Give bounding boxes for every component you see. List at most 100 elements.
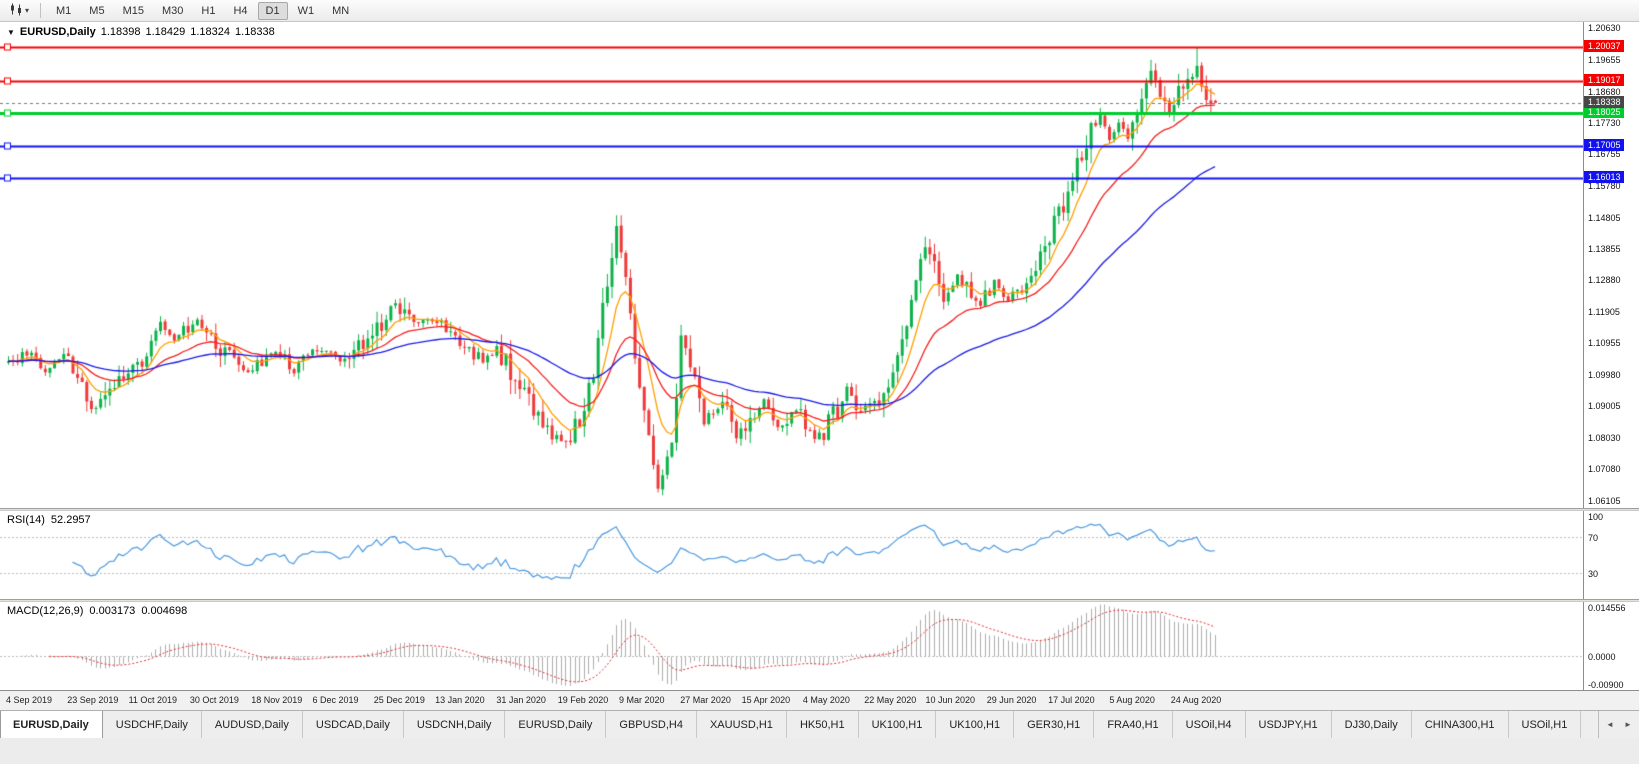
price-axis-label: 1.10955: [1588, 337, 1621, 348]
timeframe-button-d1[interactable]: D1: [257, 1, 288, 20]
price-axis-label: 1.07080: [1588, 463, 1621, 474]
rsi-axis-label: 70: [1588, 533, 1599, 544]
chart-tab-china300-h1[interactable]: CHINA300,H1: [1411, 711, 1509, 738]
chart-tab-usdjpy-h1[interactable]: USDJPY,H1: [1245, 711, 1332, 738]
price-axis-label: 1.06105: [1588, 495, 1621, 506]
date-label: 18 Nov 2019: [251, 695, 303, 705]
tabs-scroll-left-button[interactable]: ◄: [1606, 720, 1614, 729]
date-label: 25 Dec 2019: [373, 695, 425, 705]
date-label: 22 May 2020: [864, 695, 917, 705]
caret-down-icon: ▾: [25, 6, 30, 15]
date-label: 23 Sep 2019: [67, 695, 119, 705]
chart-title: ▼ EURUSD,Daily 1.18398 1.18429 1.18324 1…: [7, 26, 275, 38]
macd-indicator-name: MACD(12,26,9): [7, 605, 84, 617]
ohlc-open-value: 1.18398: [100, 26, 141, 38]
date-label: 27 Mar 2020: [680, 695, 731, 705]
rsi-canvas[interactable]: [0, 511, 1583, 599]
price-axis-label: 1.09005: [1588, 401, 1621, 412]
chart-tab-ger30-h1[interactable]: GER30,H1: [1014, 711, 1095, 738]
date-label: 11 Oct 2019: [128, 695, 177, 705]
chart-tab-audusd-daily[interactable]: AUDUSD,Daily: [201, 711, 303, 738]
panel-splitter[interactable]: [0, 508, 1639, 511]
panel-splitter[interactable]: [0, 599, 1639, 602]
macd-canvas[interactable]: [0, 602, 1583, 690]
main-chart-panel: ▼ EURUSD,Daily 1.18398 1.18429 1.18324 1…: [0, 22, 1583, 508]
date-label: 13 Jan 2020: [435, 695, 485, 705]
date-label: 15 Apr 2020: [741, 695, 791, 705]
chart-tab-uk100-h1[interactable]: UK100,H1: [858, 711, 937, 738]
chart-tab-usoil-h1[interactable]: USOil,H1: [1508, 711, 1582, 738]
timeframe-button-h4[interactable]: H4: [233, 4, 248, 17]
price-axis-label: 1.14805: [1588, 212, 1621, 223]
price-axis-label: 1.15780: [1588, 180, 1621, 191]
date-label: 17 Jul 2020: [1048, 695, 1095, 705]
tab-scroll-controls: ◄ ►: [1598, 711, 1639, 738]
chart-tab-dj30-daily[interactable]: DJ30,Daily: [1331, 711, 1412, 738]
toolbar: ▾ M1 M5 M15 M30 H1 H4 D1 W1 MN: [0, 0, 1639, 22]
tabs-scroll-right-button[interactable]: ►: [1624, 720, 1632, 729]
timeframe-button-m5[interactable]: M5: [89, 4, 105, 17]
price-axis-label: 1.17730: [1588, 117, 1621, 128]
price-axis-label: 1.12880: [1588, 275, 1621, 286]
macd-axis-label: -0.00900: [1588, 680, 1624, 690]
rsi-indicator-name: RSI(14): [7, 514, 45, 526]
chart-tab-hk50-h1[interactable]: HK50,H1: [786, 711, 859, 738]
time-axis[interactable]: 4 Sep 2019 23 Sep 2019 11 Oct 2019 30 Oct 2…: [0, 690, 1639, 710]
date-label: 29 Jun 2020: [986, 695, 1037, 705]
macd-panel: MACD(12,26,9) 0.003173 0.004698: [0, 602, 1583, 690]
chart-tab-usdcad-daily[interactable]: USDCAD,Daily: [302, 711, 404, 738]
chart-tab-xauusd-h1[interactable]: XAUUSD,H1: [696, 711, 787, 738]
price-axis-label: 1.09980: [1588, 369, 1621, 380]
level-price-badge: 1.20037: [1584, 40, 1624, 53]
macd-axis-label: 0.014556: [1588, 603, 1626, 613]
chart-tab-uk100-h1[interactable]: UK100,H1: [936, 711, 1015, 738]
tab-strip: EURUSD,Daily USDCHF,Daily AUDUSD,Daily USDC…: [0, 711, 1582, 738]
date-label: 9 Mar 2020: [619, 695, 665, 705]
timeframe-button-m15[interactable]: M15: [122, 4, 144, 17]
date-label: 30 Oct 2019: [189, 695, 239, 705]
chart-title-marker-icon: ▼: [7, 27, 15, 37]
price-axis-label: 1.19655: [1588, 54, 1621, 65]
date-label: 24 Aug 2020: [1170, 695, 1222, 705]
ohlc-low-value: 1.18324: [190, 26, 231, 38]
timeframe-button-m1[interactable]: M1: [56, 4, 72, 17]
rsi-label: RSI(14) 52.2957: [7, 514, 91, 526]
timeframe-group: M1 M5 M15 M30 H1 H4 D1 W1 MN: [47, 1, 358, 20]
macd-main-value: 0.003173: [89, 605, 136, 617]
ohlc-close-value: 1.18338: [235, 26, 275, 38]
ohlc-high-value: 1.18429: [145, 26, 186, 38]
rsi-axis-label: 100: [1588, 512, 1604, 522]
chart-tab-fra40-h1[interactable]: FRA40,H1: [1094, 711, 1173, 738]
price-axis-label: 1.20630: [1588, 23, 1621, 34]
chart-window: ▼ EURUSD,Daily 1.18398 1.18429 1.18324 1…: [0, 22, 1639, 710]
chart-tab-usdcnh-daily[interactable]: USDCNH,Daily: [403, 711, 506, 738]
chart-symbol-label: EURUSD,Daily: [19, 26, 96, 38]
timeframe-button-h1[interactable]: H1: [201, 4, 216, 17]
chart-tab-gbpusd-h4[interactable]: GBPUSD,H4: [606, 711, 697, 738]
level-price-badge: 1.16013: [1584, 171, 1624, 184]
level-price-badge: 1.18025: [1584, 105, 1624, 118]
price-axis[interactable]: 1.20630 1.19655 1.18680 1.17730 1.16755 1.157…: [1583, 22, 1639, 690]
price-axis-label: 1.16755: [1588, 149, 1621, 160]
chart-tab-eurusd-daily[interactable]: EURUSD,Daily: [0, 711, 103, 738]
chart-tab-eurusd-daily[interactable]: EURUSD,Daily: [505, 711, 607, 738]
main-chart-canvas[interactable]: [0, 22, 1583, 508]
chart-type-button[interactable]: ▾: [5, 1, 33, 21]
timeframe-button-mn[interactable]: MN: [332, 4, 350, 17]
price-axis-label: 1.08030: [1588, 433, 1621, 444]
timeframe-button-w1[interactable]: W1: [297, 4, 315, 17]
price-axis-label: 1.11905: [1588, 307, 1620, 317]
macd-axis-label: 0.0000: [1588, 652, 1616, 663]
chart-tab-usdchf-daily[interactable]: USDCHF,Daily: [102, 711, 202, 738]
date-label: 4 May 2020: [802, 695, 850, 705]
rsi-panel: RSI(14) 52.2957: [0, 511, 1583, 599]
date-label: 5 Aug 2020: [1109, 695, 1155, 705]
date-label: 10 Jun 2020: [925, 695, 976, 705]
rsi-axis-label: 30: [1588, 568, 1599, 579]
chart-tab-usoil-h4[interactable]: USOil,H4: [1172, 711, 1246, 738]
timeframe-button-m30[interactable]: M30: [161, 4, 184, 17]
date-label: 19 Feb 2020: [557, 695, 609, 705]
level-price-badge: 1.19017: [1584, 73, 1624, 86]
toolbar-separator: [40, 3, 42, 18]
